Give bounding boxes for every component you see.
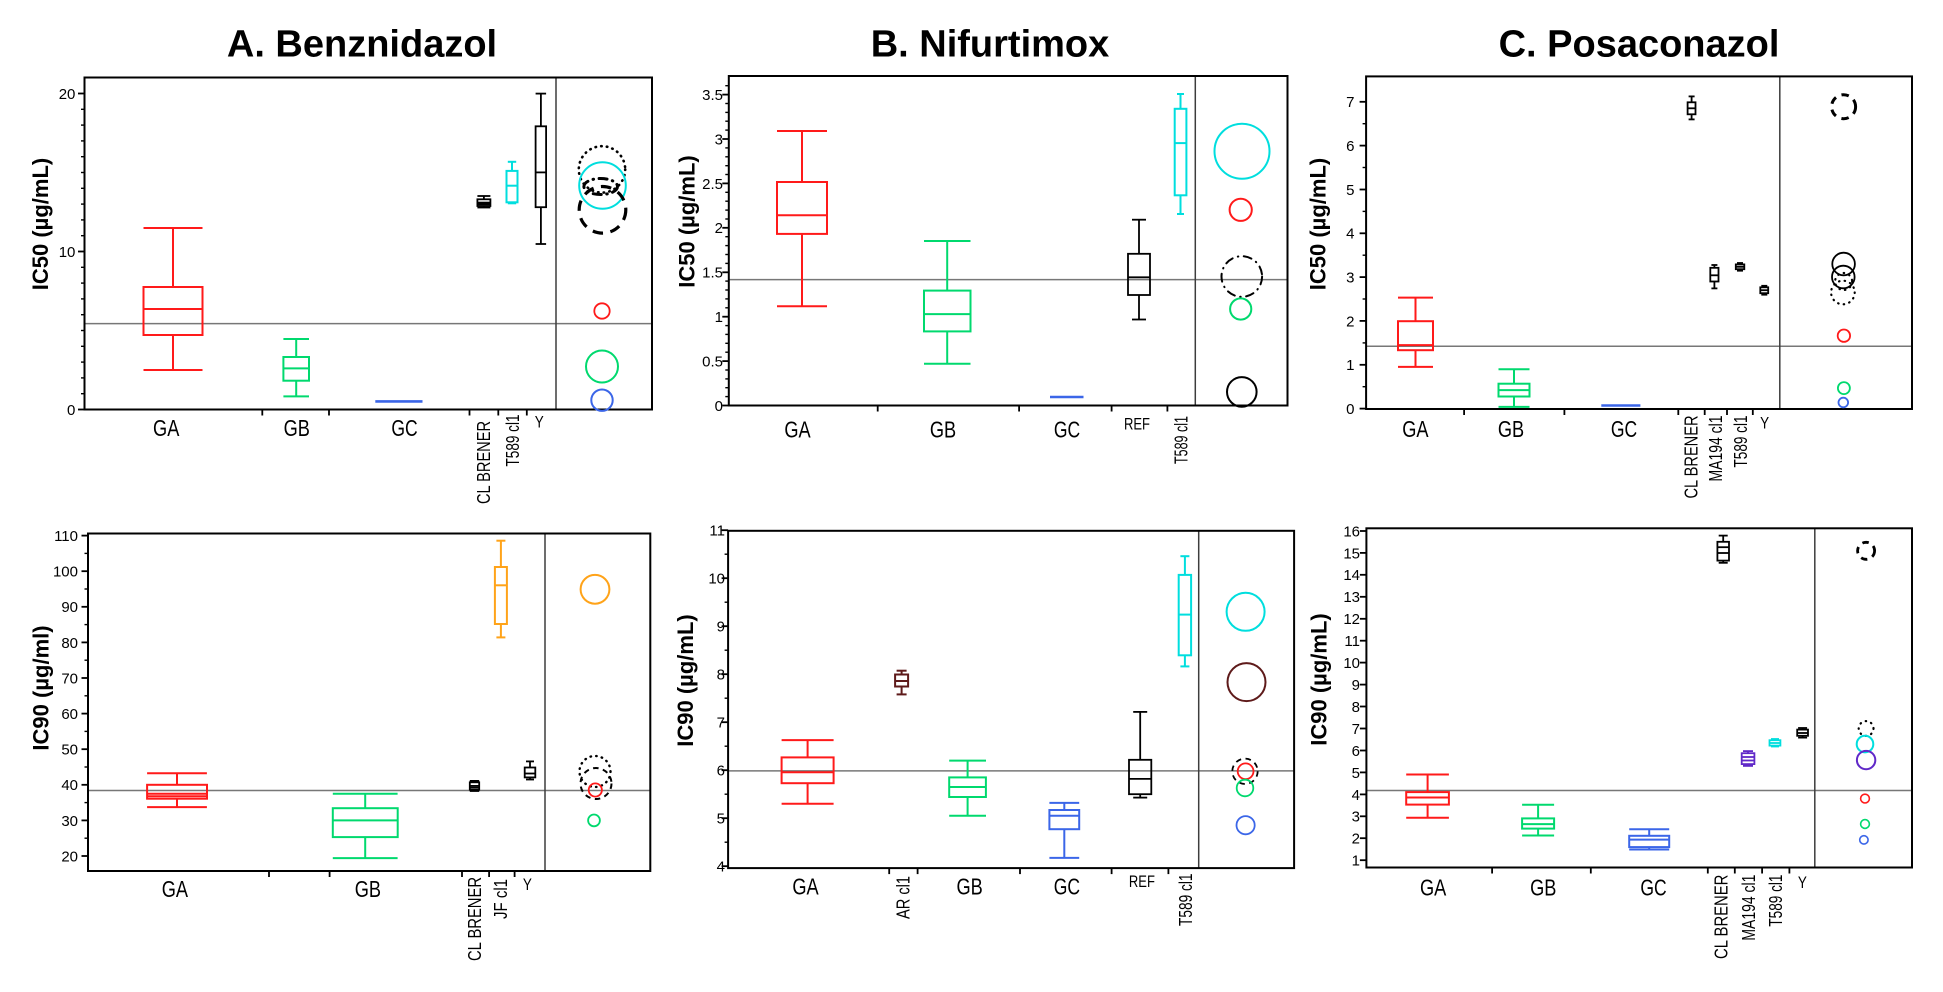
svg-text:IC90 (µg/ml): IC90 (µg/ml) — [29, 625, 54, 750]
svg-text:GB: GB — [1498, 416, 1524, 442]
svg-text:20: 20 — [59, 86, 76, 103]
svg-text:T589 cl1: T589 cl1 — [1172, 416, 1192, 464]
svg-text:15: 15 — [1343, 545, 1360, 562]
svg-text:GB: GB — [284, 415, 310, 441]
svg-text:10: 10 — [708, 571, 725, 588]
svg-text:GA: GA — [792, 874, 819, 900]
svg-text:30: 30 — [61, 813, 78, 830]
svg-text:4: 4 — [1346, 226, 1354, 243]
svg-text:GB: GB — [1530, 874, 1556, 900]
svg-text:40: 40 — [61, 777, 78, 794]
svg-text:Y: Y — [1798, 873, 1807, 892]
svg-text:3: 3 — [1352, 809, 1360, 826]
svg-text:Y: Y — [523, 875, 532, 894]
svg-text:20: 20 — [61, 848, 78, 865]
svg-text:AR cl1: AR cl1 — [894, 876, 914, 919]
svg-text:A. Benznidazol: A. Benznidazol — [227, 24, 497, 66]
svg-text:GB: GB — [956, 874, 982, 900]
svg-text:GC: GC — [1640, 874, 1666, 900]
svg-text:8: 8 — [1352, 699, 1360, 716]
svg-text:0.5: 0.5 — [702, 354, 723, 371]
svg-text:4: 4 — [1352, 787, 1360, 804]
svg-text:GB: GB — [930, 417, 956, 443]
svg-text:GA: GA — [162, 876, 189, 902]
svg-text:6: 6 — [717, 763, 725, 780]
svg-text:3.5: 3.5 — [702, 87, 723, 104]
svg-text:JF cl1: JF cl1 — [491, 879, 511, 919]
svg-text:1: 1 — [715, 309, 723, 326]
svg-text:11: 11 — [709, 523, 725, 540]
svg-text:1: 1 — [1346, 357, 1354, 374]
svg-text:B. Nifurtimox: B. Nifurtimox — [871, 24, 1110, 66]
svg-text:T589 cl1: T589 cl1 — [1731, 416, 1751, 468]
svg-text:9: 9 — [717, 619, 725, 636]
svg-text:T589 cl1: T589 cl1 — [503, 415, 523, 467]
svg-text:GC: GC — [391, 415, 417, 441]
svg-text:8: 8 — [717, 667, 725, 684]
svg-text:T589 cl1: T589 cl1 — [1176, 874, 1196, 927]
svg-text:Y: Y — [1760, 413, 1769, 432]
svg-text:7: 7 — [1352, 721, 1360, 738]
svg-text:IC90 (µg/mL): IC90 (µg/mL) — [673, 614, 698, 746]
svg-text:16: 16 — [1343, 523, 1360, 540]
svg-text:100: 100 — [53, 564, 78, 581]
svg-text:IC50 (µg/mL): IC50 (µg/mL) — [675, 155, 700, 287]
svg-text:10: 10 — [1343, 655, 1360, 672]
svg-text:5: 5 — [717, 811, 725, 828]
svg-text:3: 3 — [1346, 270, 1354, 287]
svg-text:MA194 cl1: MA194 cl1 — [1706, 416, 1726, 482]
svg-text:CL BRENER: CL BRENER — [465, 877, 485, 961]
svg-text:3: 3 — [715, 131, 723, 148]
svg-text:1.5: 1.5 — [702, 265, 723, 282]
svg-text:GB: GB — [355, 876, 381, 902]
svg-text:9: 9 — [1352, 677, 1360, 694]
svg-text:6: 6 — [1352, 743, 1360, 760]
svg-text:2: 2 — [1352, 831, 1360, 848]
svg-text:4: 4 — [717, 859, 725, 876]
svg-text:IC50 (µg/mL): IC50 (µg/mL) — [28, 158, 53, 290]
svg-text:IC90 (µg/mL): IC90 (µg/mL) — [1307, 613, 1332, 745]
svg-text:12: 12 — [1343, 611, 1360, 628]
svg-text:60: 60 — [61, 706, 78, 723]
svg-text:80: 80 — [61, 635, 78, 652]
svg-text:0: 0 — [67, 402, 75, 419]
svg-text:0: 0 — [1346, 401, 1354, 418]
svg-text:90: 90 — [61, 599, 78, 616]
svg-text:GA: GA — [153, 415, 180, 441]
svg-text:2.5: 2.5 — [702, 176, 723, 193]
svg-text:GC: GC — [1054, 874, 1080, 900]
svg-text:GA: GA — [784, 417, 811, 443]
svg-text:GC: GC — [1611, 416, 1637, 442]
svg-text:5: 5 — [1352, 765, 1360, 782]
svg-text:14: 14 — [1343, 567, 1360, 584]
svg-text:2: 2 — [715, 220, 723, 237]
svg-text:6: 6 — [1346, 138, 1354, 155]
svg-text:REF: REF — [1124, 415, 1150, 434]
svg-text:GA: GA — [1402, 416, 1429, 442]
svg-text:70: 70 — [61, 670, 78, 687]
svg-text:REF: REF — [1129, 872, 1155, 891]
svg-text:1: 1 — [1352, 853, 1360, 870]
svg-text:Y: Y — [535, 412, 544, 431]
svg-text:10: 10 — [59, 244, 76, 261]
svg-text:IC50 (µg/mL): IC50 (µg/mL) — [1305, 158, 1330, 290]
svg-text:7: 7 — [717, 715, 725, 732]
svg-text:50: 50 — [61, 742, 78, 759]
svg-text:GA: GA — [1420, 874, 1447, 900]
svg-text:C. Posaconazol: C. Posaconazol — [1499, 24, 1780, 66]
svg-text:T589 cl1: T589 cl1 — [1766, 875, 1786, 927]
svg-text:11: 11 — [1344, 633, 1360, 650]
svg-text:0: 0 — [715, 398, 723, 415]
svg-text:110: 110 — [54, 528, 78, 545]
svg-text:CL BRENER: CL BRENER — [474, 421, 494, 504]
svg-text:5: 5 — [1346, 182, 1354, 199]
svg-text:CL BRENER: CL BRENER — [1682, 416, 1702, 499]
svg-text:CL BRENER: CL BRENER — [1711, 875, 1731, 959]
svg-text:MA194 cl1: MA194 cl1 — [1739, 875, 1759, 941]
svg-text:7: 7 — [1346, 94, 1354, 111]
svg-text:13: 13 — [1343, 589, 1360, 606]
svg-text:GC: GC — [1054, 417, 1080, 443]
svg-text:2: 2 — [1346, 313, 1354, 330]
